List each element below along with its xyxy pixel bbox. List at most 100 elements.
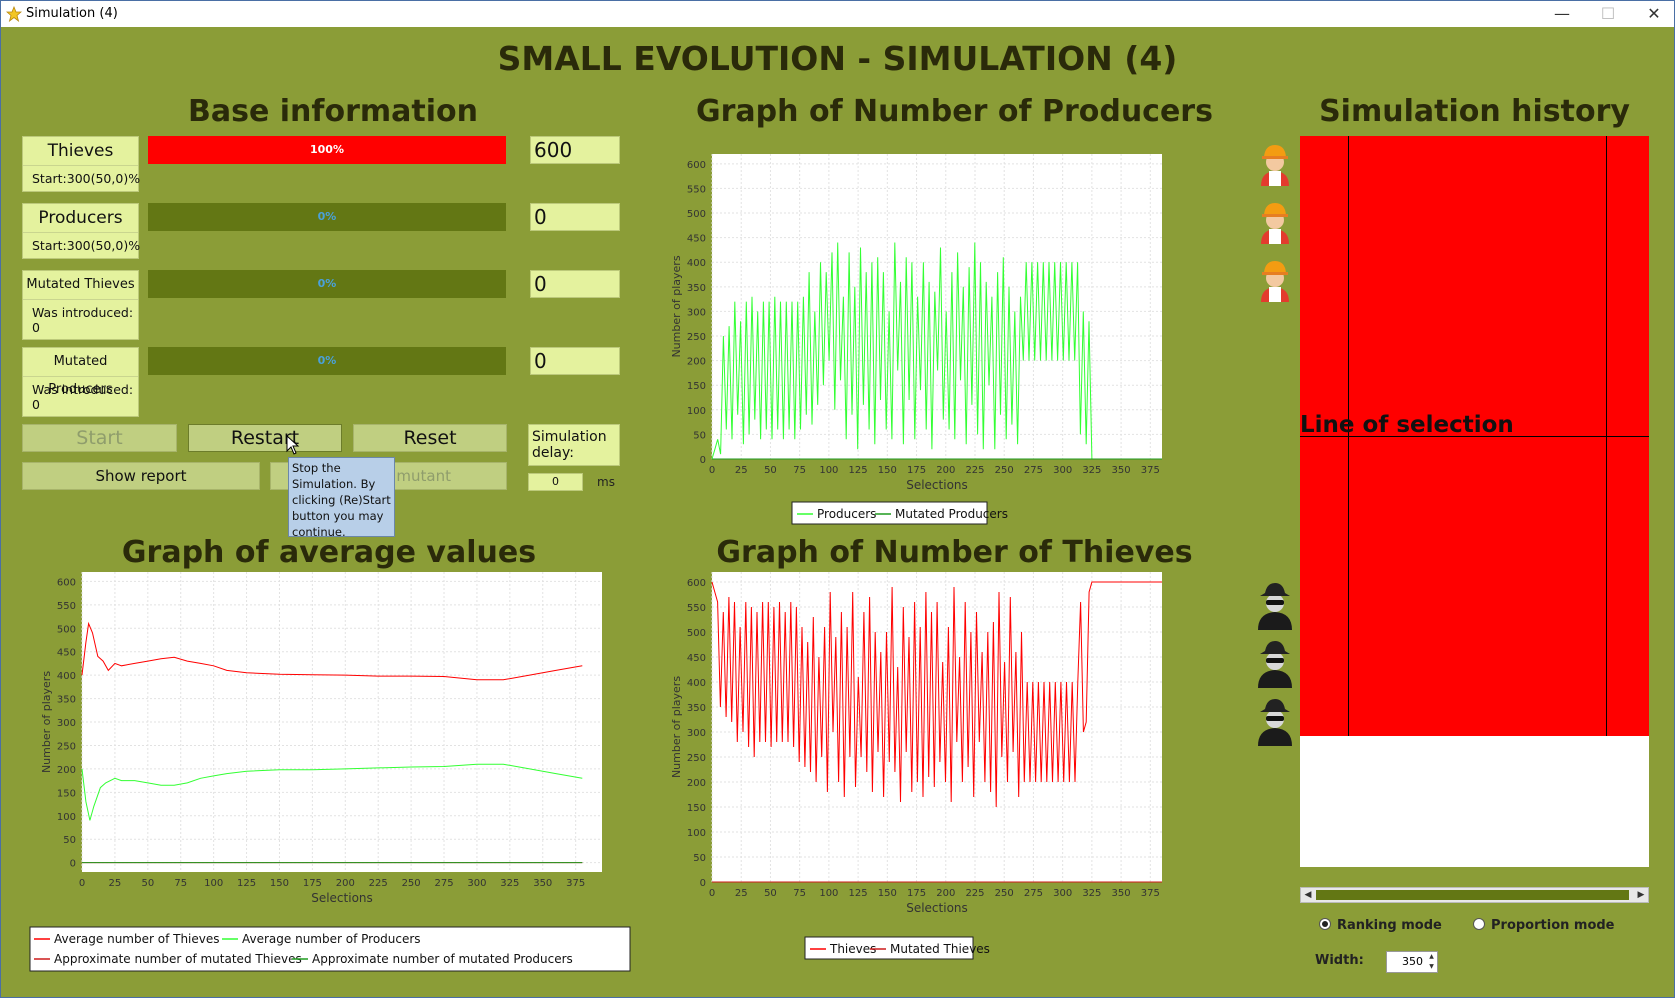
y-axis-label: Number of players xyxy=(670,255,683,357)
spinner-down-icon[interactable]: ▼ xyxy=(1429,963,1434,970)
mutated-thieves-info-box: Mutated Thieves Was introduced: 0 xyxy=(22,270,139,340)
series-line xyxy=(711,242,1162,460)
thieves-label: Thieves xyxy=(23,137,138,166)
history-title: Simulation history xyxy=(1319,94,1630,129)
producers-progress-bar: 0% xyxy=(148,203,506,231)
y-tick-label: 50 xyxy=(693,430,706,441)
x-tick-label: 75 xyxy=(793,465,806,476)
mutated-producers-count-field[interactable]: 0 xyxy=(530,347,620,375)
producers-percent: 0% xyxy=(317,210,337,223)
mutated-thieves-percent: 0% xyxy=(317,277,337,290)
x-tick-label: 75 xyxy=(174,878,187,889)
reset-button[interactable]: Reset xyxy=(353,424,507,452)
y-tick-label: 150 xyxy=(687,381,706,392)
x-tick-label: 375 xyxy=(566,878,585,889)
simulation-delay-input[interactable]: 0 xyxy=(528,473,583,491)
producers-label: Producers xyxy=(23,204,138,233)
close-button[interactable]: ✕ xyxy=(1647,4,1661,23)
x-tick-label: 250 xyxy=(995,465,1014,476)
x-tick-label: 325 xyxy=(500,878,519,889)
thief-icon xyxy=(1258,699,1292,746)
y-axis-label: Number of players xyxy=(40,671,53,773)
legend-label: Approximate number of mutated Thieves xyxy=(54,952,302,966)
restart-tooltip: Stop the Simulation. By clicking (Re)Sta… xyxy=(288,457,395,539)
x-tick-label: 175 xyxy=(907,888,926,899)
producers-count-field[interactable]: 0 xyxy=(530,203,620,231)
x-axis-label: Selections xyxy=(906,901,968,915)
x-tick-label: 0 xyxy=(709,465,715,476)
restart-button[interactable]: Restart xyxy=(188,424,342,452)
y-tick-label: 500 xyxy=(687,628,706,639)
y-tick-label: 600 xyxy=(57,577,76,588)
x-tick-label: 250 xyxy=(995,888,1014,899)
width-spinner[interactable]: 350 xyxy=(1386,951,1438,973)
minimize-button[interactable]: — xyxy=(1554,4,1570,23)
series-line xyxy=(711,581,1162,808)
ranking-mode-radio[interactable]: Ranking mode xyxy=(1319,918,1442,933)
worker-icon xyxy=(1261,145,1289,186)
y-tick-label: 600 xyxy=(687,578,706,589)
selection-line-label: Line of selection xyxy=(1300,412,1514,438)
x-tick-label: 125 xyxy=(849,888,868,899)
x-tick-label: 50 xyxy=(764,465,777,476)
legend-label: Average number of Producers xyxy=(242,932,421,946)
x-tick-label: 0 xyxy=(79,878,85,889)
y-tick-label: 550 xyxy=(687,184,706,195)
simulation-history-panel[interactable]: Line of selection xyxy=(1300,136,1649,867)
y-tick-label: 50 xyxy=(693,853,706,864)
y-tick-label: 500 xyxy=(57,624,76,635)
x-tick-label: 100 xyxy=(819,888,838,899)
legend-label: Mutated Producers xyxy=(895,507,1008,521)
scroll-left-arrow[interactable]: ◀ xyxy=(1304,890,1312,900)
legend-label: Thieves xyxy=(829,942,876,956)
legend-box xyxy=(804,936,974,960)
y-tick-label: 150 xyxy=(57,788,76,799)
maximize-button[interactable]: ☐ xyxy=(1600,4,1616,23)
history-scrollbar[interactable]: ◀ ▶ xyxy=(1300,887,1649,903)
star-app-icon xyxy=(6,6,22,22)
thieves-progress-fill xyxy=(148,136,506,164)
scrollbar-thumb[interactable] xyxy=(1316,890,1629,900)
mutated-thieves-label: Mutated Thieves xyxy=(23,271,138,300)
y-tick-label: 150 xyxy=(687,803,706,814)
x-tick-label: 50 xyxy=(764,888,777,899)
proportion-mode-radio[interactable]: Proportion mode xyxy=(1473,918,1615,933)
legend-label: Approximate number of mutated Producers xyxy=(312,952,573,966)
start-button[interactable]: Start xyxy=(22,424,177,452)
x-tick-label: 375 xyxy=(1141,888,1160,899)
x-tick-label: 0 xyxy=(709,888,715,899)
thieves-graph-title: Graph of Number of Thieves xyxy=(716,535,1193,570)
mutated-thieves-count-field[interactable]: 0 xyxy=(530,270,620,298)
x-tick-label: 300 xyxy=(467,878,486,889)
x-tick-label: 275 xyxy=(434,878,453,889)
show-report-button[interactable]: Show report xyxy=(22,462,260,490)
x-tick-label: 225 xyxy=(965,465,984,476)
x-tick-label: 375 xyxy=(1141,465,1160,476)
y-tick-label: 100 xyxy=(687,406,706,417)
scroll-right-arrow[interactable]: ▶ xyxy=(1637,890,1645,900)
x-tick-label: 275 xyxy=(1024,888,1043,899)
series-line xyxy=(81,621,583,681)
base-info-title: Base information xyxy=(188,94,478,129)
spinner-up-icon[interactable]: ▲ xyxy=(1429,953,1434,960)
thieves-count-field[interactable]: 600 xyxy=(530,136,620,164)
title-bar: Simulation (4) — ☐ ✕ xyxy=(1,1,1674,27)
x-tick-label: 50 xyxy=(141,878,154,889)
x-tick-label: 325 xyxy=(1082,888,1101,899)
mutated-producers-percent: 0% xyxy=(317,354,337,367)
worker-icon xyxy=(1261,203,1289,244)
legend-label: Mutated Thieves xyxy=(890,942,990,956)
thieves-percent: 100% xyxy=(310,143,344,156)
producers-graph-title: Graph of Number of Producers xyxy=(696,94,1213,129)
thieves-progress-bar: 100% xyxy=(148,136,506,164)
producers-start: Start:300(50,0)% xyxy=(32,238,141,253)
series-line xyxy=(81,763,583,821)
main-content: SMALL EVOLUTION - SIMULATION (4) Base in… xyxy=(2,27,1673,997)
producers-info-box: Producers Start:300(50,0)% xyxy=(22,203,141,259)
x-tick-label: 350 xyxy=(1112,465,1131,476)
legend-label: Average number of Thieves xyxy=(54,932,220,946)
x-tick-label: 300 xyxy=(1053,465,1072,476)
mutated-producers-label: Mutated Producers xyxy=(23,348,138,397)
y-tick-label: 350 xyxy=(687,283,706,294)
